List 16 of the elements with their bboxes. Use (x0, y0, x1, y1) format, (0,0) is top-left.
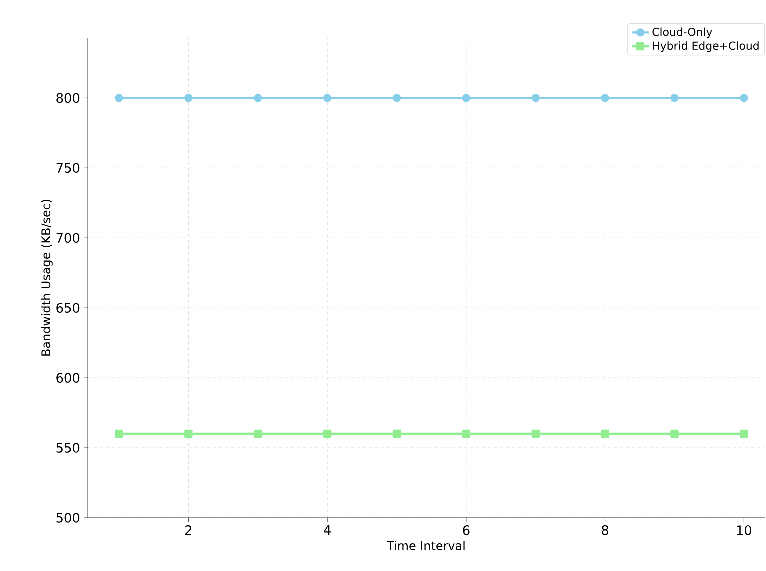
y-tick-label: 500 (56, 513, 80, 523)
y-tick-label: 600 (56, 373, 80, 383)
y-tick-label: 550 (56, 443, 80, 453)
x-tick-label: 10 (737, 526, 752, 536)
x-tick-label: 6 (463, 526, 470, 536)
x-tick-label: 2 (186, 526, 192, 536)
x-tick-label: 4 (324, 526, 331, 535)
y-tick-label: 700 (56, 233, 80, 244)
y-tick-label: 750 (56, 163, 80, 174)
y-tick-label: 650 (56, 303, 80, 313)
legend-label: Hybrid Edge+Cloud (653, 42, 759, 52)
y-tick-label: 800 (56, 93, 80, 104)
y-axis-title: Bandwidth Usage (KB/sec) (41, 200, 53, 356)
legend-label: Cloud-Only (652, 28, 712, 38)
x-tick-label: 8 (602, 526, 609, 536)
x-axis-title: Time Interval (387, 541, 465, 550)
